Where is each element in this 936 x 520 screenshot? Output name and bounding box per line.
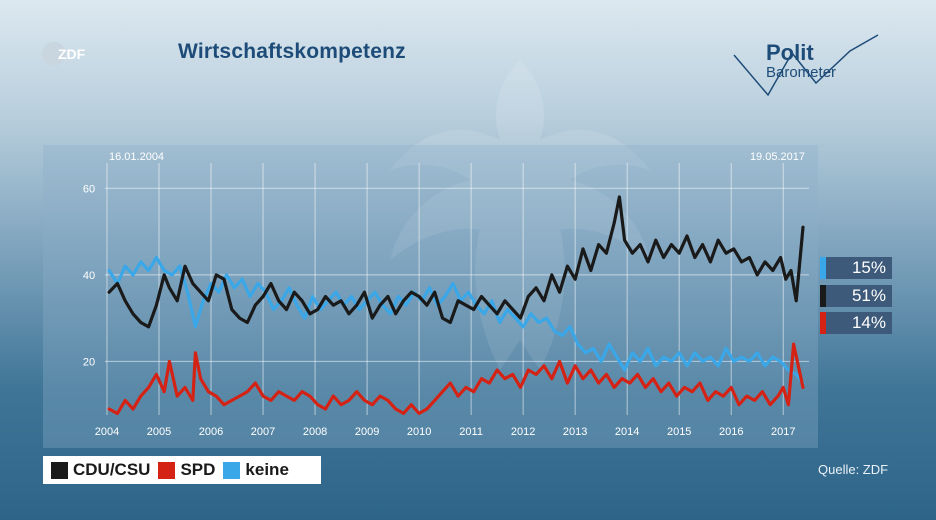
- x-tick-label: 2011: [459, 426, 483, 438]
- x-tick-label: 2006: [199, 426, 223, 438]
- chart-title: Wirtschaftskompetenz: [178, 40, 406, 63]
- series-line-keine: [107, 255, 805, 385]
- date-start-label: 16.01.2004: [109, 151, 164, 163]
- legend-item-cdu: CDU/CSU: [51, 460, 150, 480]
- line-chart: 2004 2005 2006 2007 2008 2009 2010 2011 2012 2013…: [83, 151, 809, 438]
- x-tick-label: 2012: [511, 426, 535, 438]
- y-tick-label: 60: [83, 183, 95, 195]
- y-tick-label: 20: [83, 356, 95, 368]
- legend-label-cdu: CDU/CSU: [73, 460, 151, 479]
- brand-line-1: Polit: [766, 40, 814, 65]
- x-tick-label: 2008: [303, 426, 327, 438]
- eagle-watermark-icon: [390, 60, 650, 370]
- brand-line-2: Barometer: [766, 64, 837, 81]
- legend-item-keine: keine: [223, 460, 289, 480]
- date-end-label: 19.05.2017: [750, 151, 805, 163]
- current-value-spd: 14%: [820, 312, 892, 334]
- legend-item-spd: SPD: [158, 460, 215, 480]
- series-line-spd: [107, 342, 805, 415]
- politbarometer-logo-icon: [733, 34, 879, 97]
- legend-swatch-cdu: [51, 461, 68, 479]
- zdf-logo: ZDF: [42, 42, 86, 66]
- current-value-keine: 15%: [820, 257, 892, 279]
- x-tick-label: 2005: [147, 426, 171, 438]
- legend-swatch-spd: [158, 461, 176, 479]
- current-value-cdu: 51%: [820, 285, 892, 307]
- source-note: Quelle: ZDF: [818, 462, 889, 477]
- x-tick-label: 2014: [615, 426, 639, 438]
- x-tick-label: 2015: [667, 426, 691, 438]
- series-line-cducsu: [107, 195, 805, 329]
- y-tick-label: 40: [83, 270, 95, 282]
- x-tick-label: 2017: [771, 426, 795, 438]
- legend-label-spd: SPD: [180, 460, 216, 479]
- chart-legend: CDU/CSU SPD keine: [43, 456, 321, 484]
- chart-panel: 2004 2005 2006 2007 2008 2009 2010 2011 2012 2013…: [43, 145, 818, 448]
- legend-swatch-keine: [223, 461, 241, 479]
- svg-text:ZDF: ZDF: [58, 46, 86, 62]
- legend-label-keine: keine: [245, 460, 289, 479]
- x-tick-label: 2009: [355, 426, 379, 438]
- x-tick-label: 2016: [719, 426, 743, 438]
- x-tick-label: 2007: [251, 426, 275, 438]
- x-tick-label: 2004: [95, 426, 119, 438]
- x-tick-label: 2013: [563, 426, 587, 438]
- x-tick-label: 2010: [407, 426, 431, 438]
